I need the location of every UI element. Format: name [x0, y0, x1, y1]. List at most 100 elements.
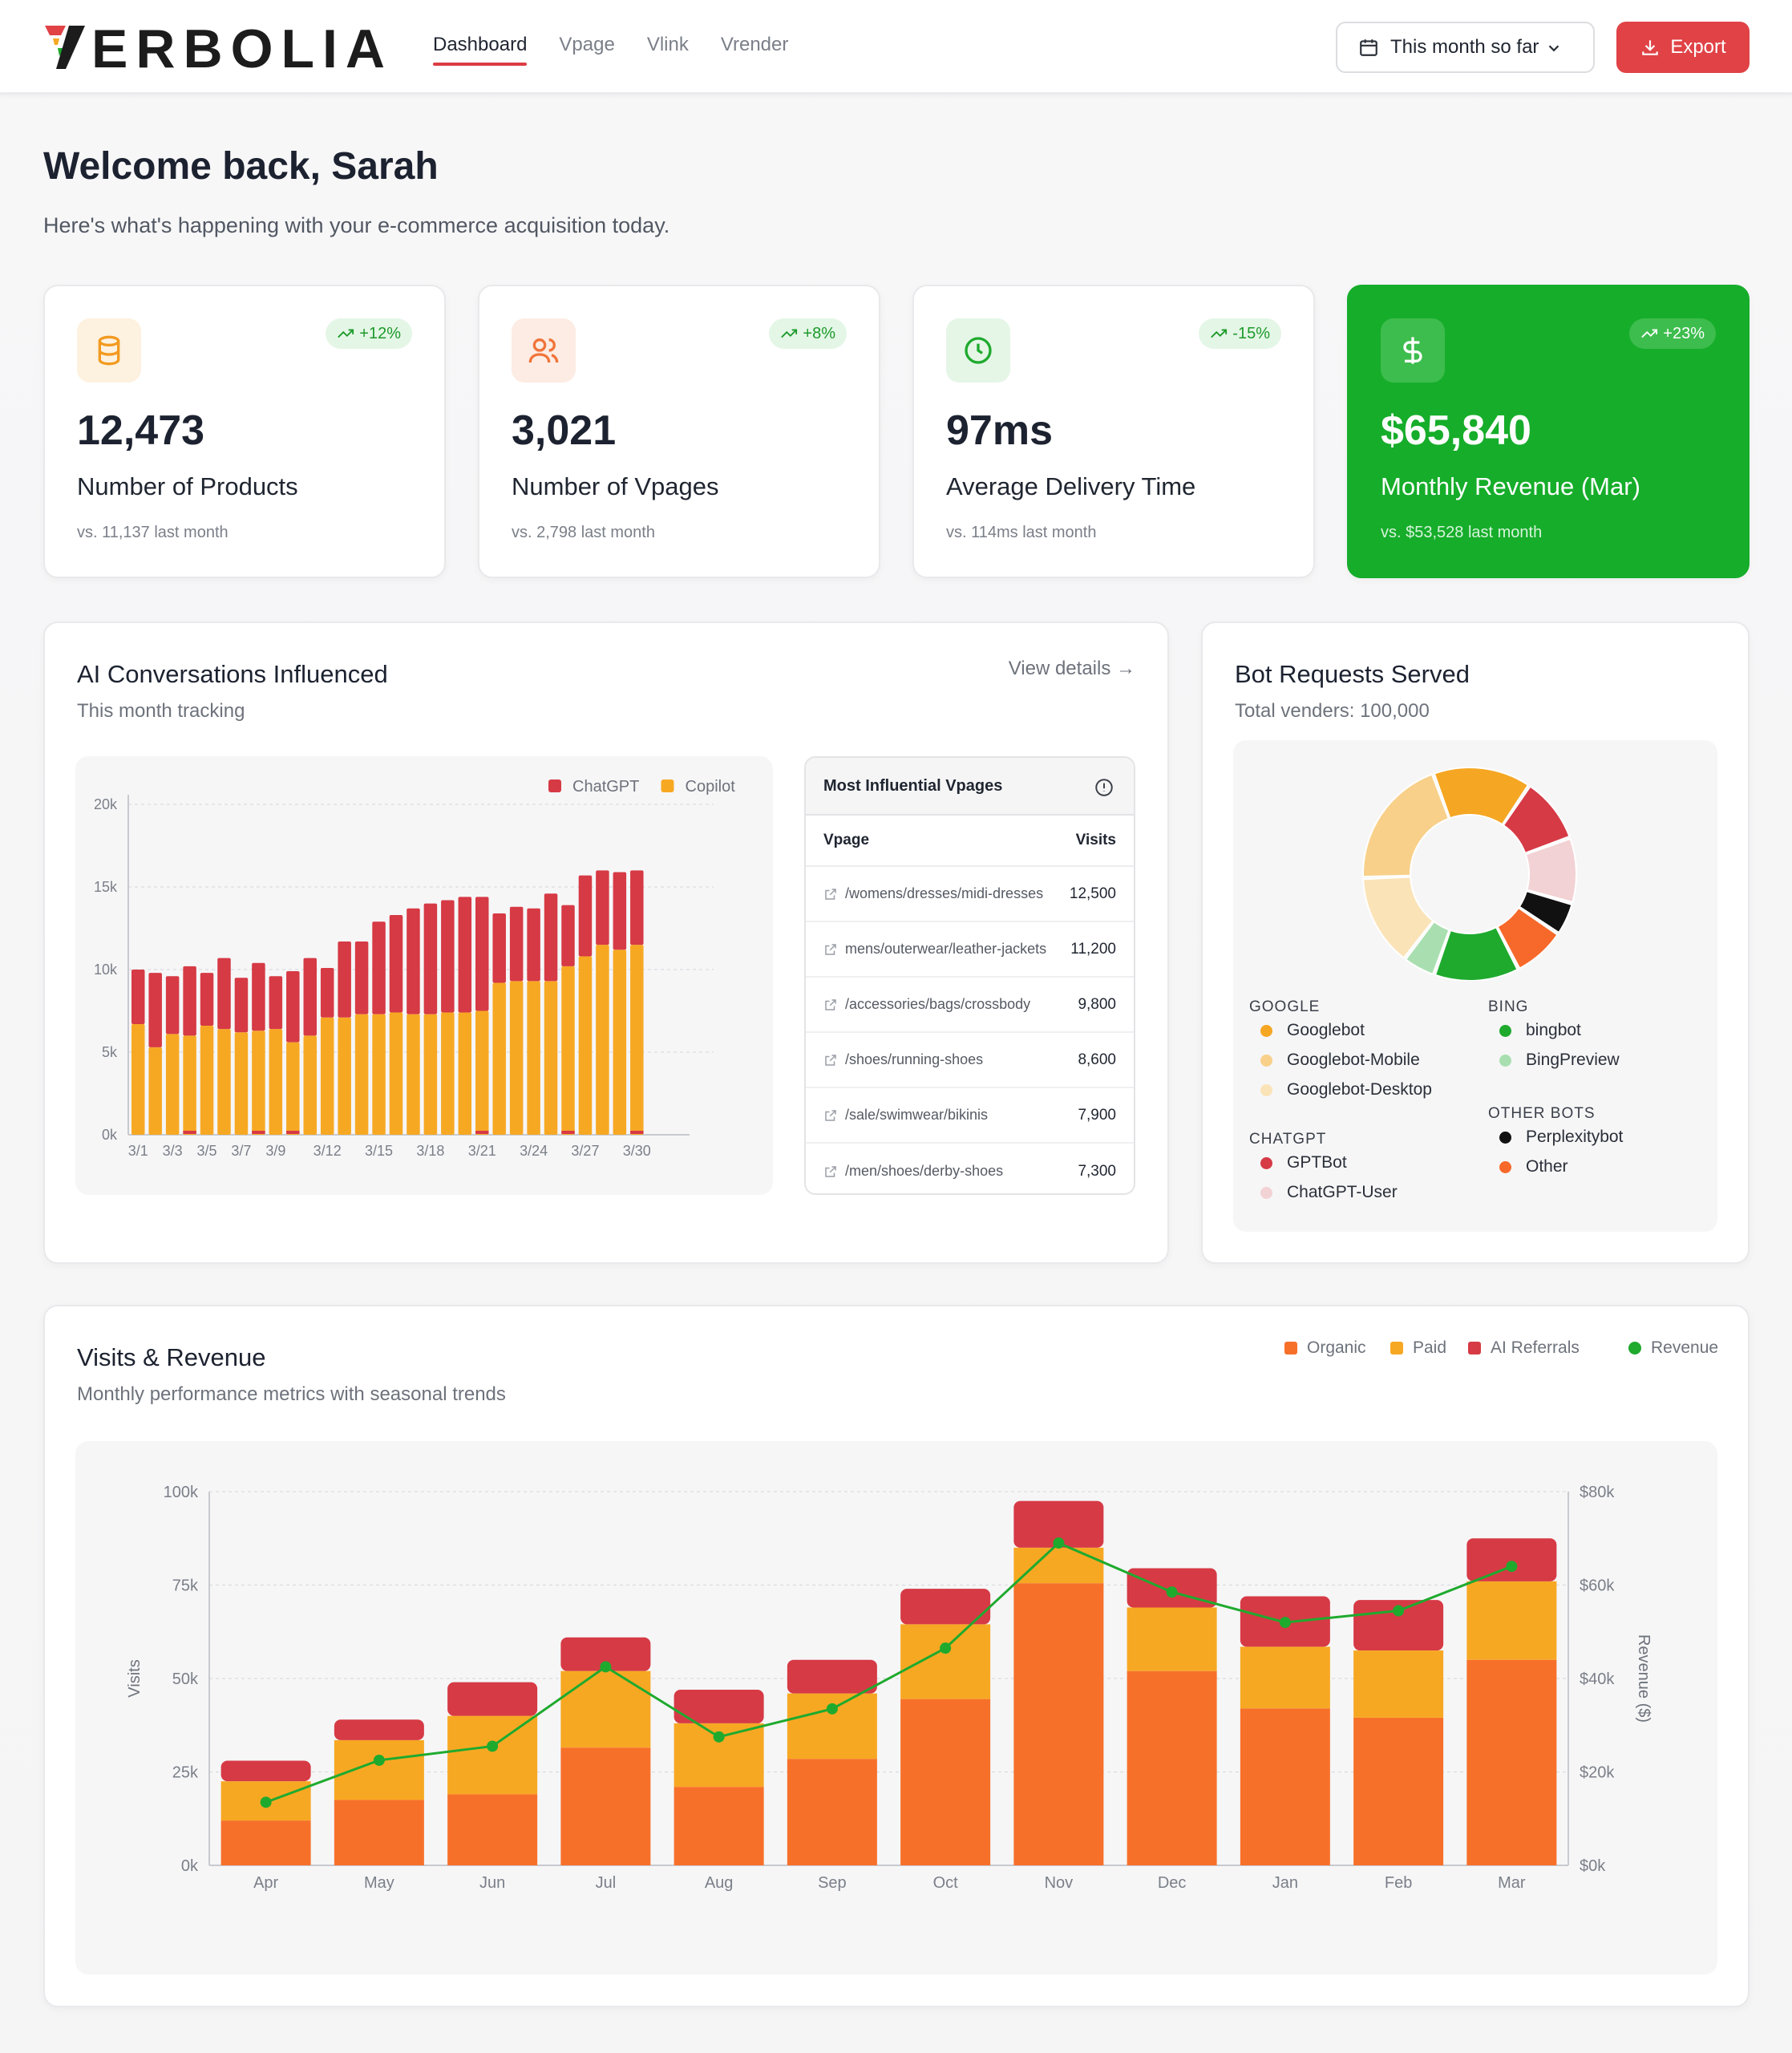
bar-ai-referrals-mar — [1466, 1538, 1557, 1581]
ai-chart-area: 0k 5k 10k 15k 20k 3/1 3/3 3/5 3/7 3/9 3/12 3/15 3/18… — [75, 756, 773, 1195]
calendar-icon — [1360, 39, 1377, 56]
slice-googlebot-desktop — [1362, 876, 1434, 959]
x-tick-label: Mar — [1498, 1874, 1526, 1892]
visits-cell: 9,800 — [1078, 995, 1116, 1013]
stat-value: 12,473 — [77, 407, 205, 454]
bar-chatgpt-3/13 — [338, 941, 351, 1018]
bar-paid-jun — [447, 1715, 538, 1795]
bar-chatgpt-3/2 — [148, 973, 162, 1047]
legend-label: Revenue — [1651, 1338, 1719, 1357]
legend-item-paid[interactable]: Paid — [1390, 1338, 1446, 1358]
legend-label: Paid — [1413, 1338, 1447, 1357]
visits-cell: 12,500 — [1069, 885, 1116, 902]
legend-label: Other — [1526, 1157, 1568, 1176]
legend-item-organic[interactable]: Organic — [1284, 1338, 1366, 1358]
slice-other — [1496, 906, 1559, 970]
bot-legend-item[interactable]: ChatGPT-User — [1260, 1183, 1398, 1202]
vpage-cell[interactable]: /sale/swimwear/bikinis — [823, 1107, 988, 1124]
table-row[interactable]: /shoes/running-shoes 8,600 — [806, 1033, 1134, 1088]
vpage-cell[interactable]: /womens/dresses/midi-dresses — [823, 885, 1043, 902]
vpage-cell[interactable]: /shoes/running-shoes — [823, 1051, 983, 1068]
vpage-cell[interactable]: mens/outerwear/leather-jackets — [823, 941, 1046, 958]
external-link-icon — [825, 1109, 836, 1121]
logo[interactable]: ERBOLIA — [42, 18, 394, 79]
table-row[interactable]: /sale/swimwear/bikinis 7,900 — [806, 1088, 1134, 1144]
bar-chatgpt-3/23 — [509, 906, 524, 982]
y-tick-label: 10k — [94, 962, 118, 978]
bar-organic-mar — [1466, 1659, 1557, 1865]
bar-copilot-3/11 — [303, 1035, 317, 1135]
nav-item-vlink[interactable]: Vlink — [646, 34, 689, 55]
view-details-link[interactable]: View details → — [1008, 658, 1135, 679]
bar-chatgpt-3/19 — [441, 900, 455, 1013]
bot-legend-item[interactable]: bingbot — [1499, 1021, 1581, 1040]
nav-item-vrender[interactable]: Vrender — [720, 34, 789, 55]
legend-label: bingbot — [1526, 1021, 1581, 1039]
bar-ai-referrals-jun — [447, 1682, 538, 1716]
table-row[interactable]: /accessories/bags/crossbody 9,800 — [806, 978, 1134, 1033]
bot-legend-item[interactable]: Perplexitybot — [1499, 1128, 1623, 1147]
bot-chart-area: GOOGLE Googlebot Googlebot-Mobile Googlebot… — [1233, 740, 1717, 1232]
bar-ai-referrals-oct — [900, 1589, 991, 1625]
bar-paid-mar — [1466, 1581, 1557, 1660]
x-tick-label: Feb — [1385, 1874, 1412, 1892]
x-tick-label: 3/7 — [231, 1143, 251, 1159]
x-tick-label: 3/21 — [468, 1143, 496, 1159]
legend-item-revenue[interactable]: Revenue — [1628, 1338, 1718, 1358]
bot-requests-donut — [1362, 767, 1577, 982]
bar-copilot-3/23 — [509, 981, 524, 1135]
bot-legend-item[interactable]: BingPreview — [1499, 1051, 1620, 1070]
table-title: Most Influential Vpages — [823, 776, 1003, 795]
bar-organic-aug — [674, 1787, 764, 1865]
bot-legend-item[interactable]: Googlebot-Mobile — [1260, 1051, 1420, 1070]
bar-copilot-3/13 — [338, 1017, 351, 1135]
change-value: +8% — [803, 324, 835, 342]
table-row[interactable]: /womens/dresses/midi-dresses 12,500 — [806, 867, 1134, 922]
nav-item-vpage[interactable]: Vpage — [559, 34, 615, 55]
x-tick-label: 3/24 — [520, 1143, 548, 1159]
x-tick-label: 3/9 — [265, 1143, 285, 1159]
external-link-icon — [825, 1054, 836, 1066]
visits-cell: 11,200 — [1070, 940, 1116, 958]
x-tick-label: 3/5 — [197, 1143, 217, 1159]
bar-ai-referrals-apr — [220, 1760, 311, 1782]
x-tick-label: Dec — [1158, 1874, 1187, 1892]
bar-marker — [561, 1131, 575, 1134]
x-tick-label: May — [364, 1874, 394, 1892]
legend-dot — [1260, 1186, 1272, 1199]
page-title: Welcome back, Sarah — [43, 145, 439, 188]
table-row[interactable]: /men/shoes/derby-shoes 7,300 — [806, 1144, 1134, 1193]
bot-legend-item[interactable]: Googlebot-Desktop — [1260, 1080, 1432, 1099]
bot-legend-item[interactable]: GPTBot — [1260, 1153, 1347, 1172]
legend-item-ai-referrals[interactable]: AI Referrals — [1468, 1338, 1580, 1358]
revenue-line — [265, 1541, 1512, 1804]
stat-card-delivery-time: -15% 97ms Average Delivery Time vs. 114m… — [912, 285, 1315, 578]
bot-legend-item[interactable]: Other — [1499, 1157, 1568, 1176]
date-range-select[interactable]: This month so far — [1336, 22, 1595, 73]
slice-chatgpt-user — [1524, 837, 1577, 904]
bar-chatgpt-3/16 — [389, 915, 403, 1013]
revenue-point-jul — [600, 1661, 612, 1673]
bar-copilot-3/3 — [165, 1034, 180, 1135]
info-icon[interactable] — [1094, 777, 1114, 798]
bot-legend-item[interactable]: Googlebot — [1260, 1021, 1365, 1040]
date-range-label: This month so far — [1390, 36, 1539, 58]
bar-chatgpt-3/17 — [407, 908, 420, 1014]
bar-copilot-3/8 — [252, 1031, 265, 1135]
x-tick-label: 3/3 — [163, 1143, 183, 1159]
nav-item-dashboard[interactable]: Dashboard — [433, 0, 528, 95]
bar-organic-dec — [1127, 1670, 1217, 1865]
stat-label: Monthly Revenue (Mar) — [1381, 472, 1640, 500]
vpage-cell[interactable]: /accessories/bags/crossbody — [823, 996, 1030, 1013]
table-row[interactable]: mens/outerwear/leather-jackets 11,200 — [806, 922, 1134, 978]
bot-group-other-bots: OTHER BOTS — [1488, 1105, 1596, 1122]
stat-card-revenue: +23% $65,840 Monthly Revenue (Mar) vs. $… — [1347, 285, 1750, 578]
bar-copilot-3/15 — [372, 1014, 386, 1135]
bar-organic-apr — [220, 1820, 311, 1865]
bar-copilot-3/16 — [389, 1012, 403, 1135]
export-button[interactable]: Export — [1616, 22, 1750, 73]
bar-chatgpt-3/5 — [200, 973, 214, 1026]
legend-label: Organic — [1307, 1338, 1366, 1357]
bar-ai-referrals-nov — [1013, 1500, 1104, 1548]
vpage-cell[interactable]: /men/shoes/derby-shoes — [823, 1163, 1003, 1180]
